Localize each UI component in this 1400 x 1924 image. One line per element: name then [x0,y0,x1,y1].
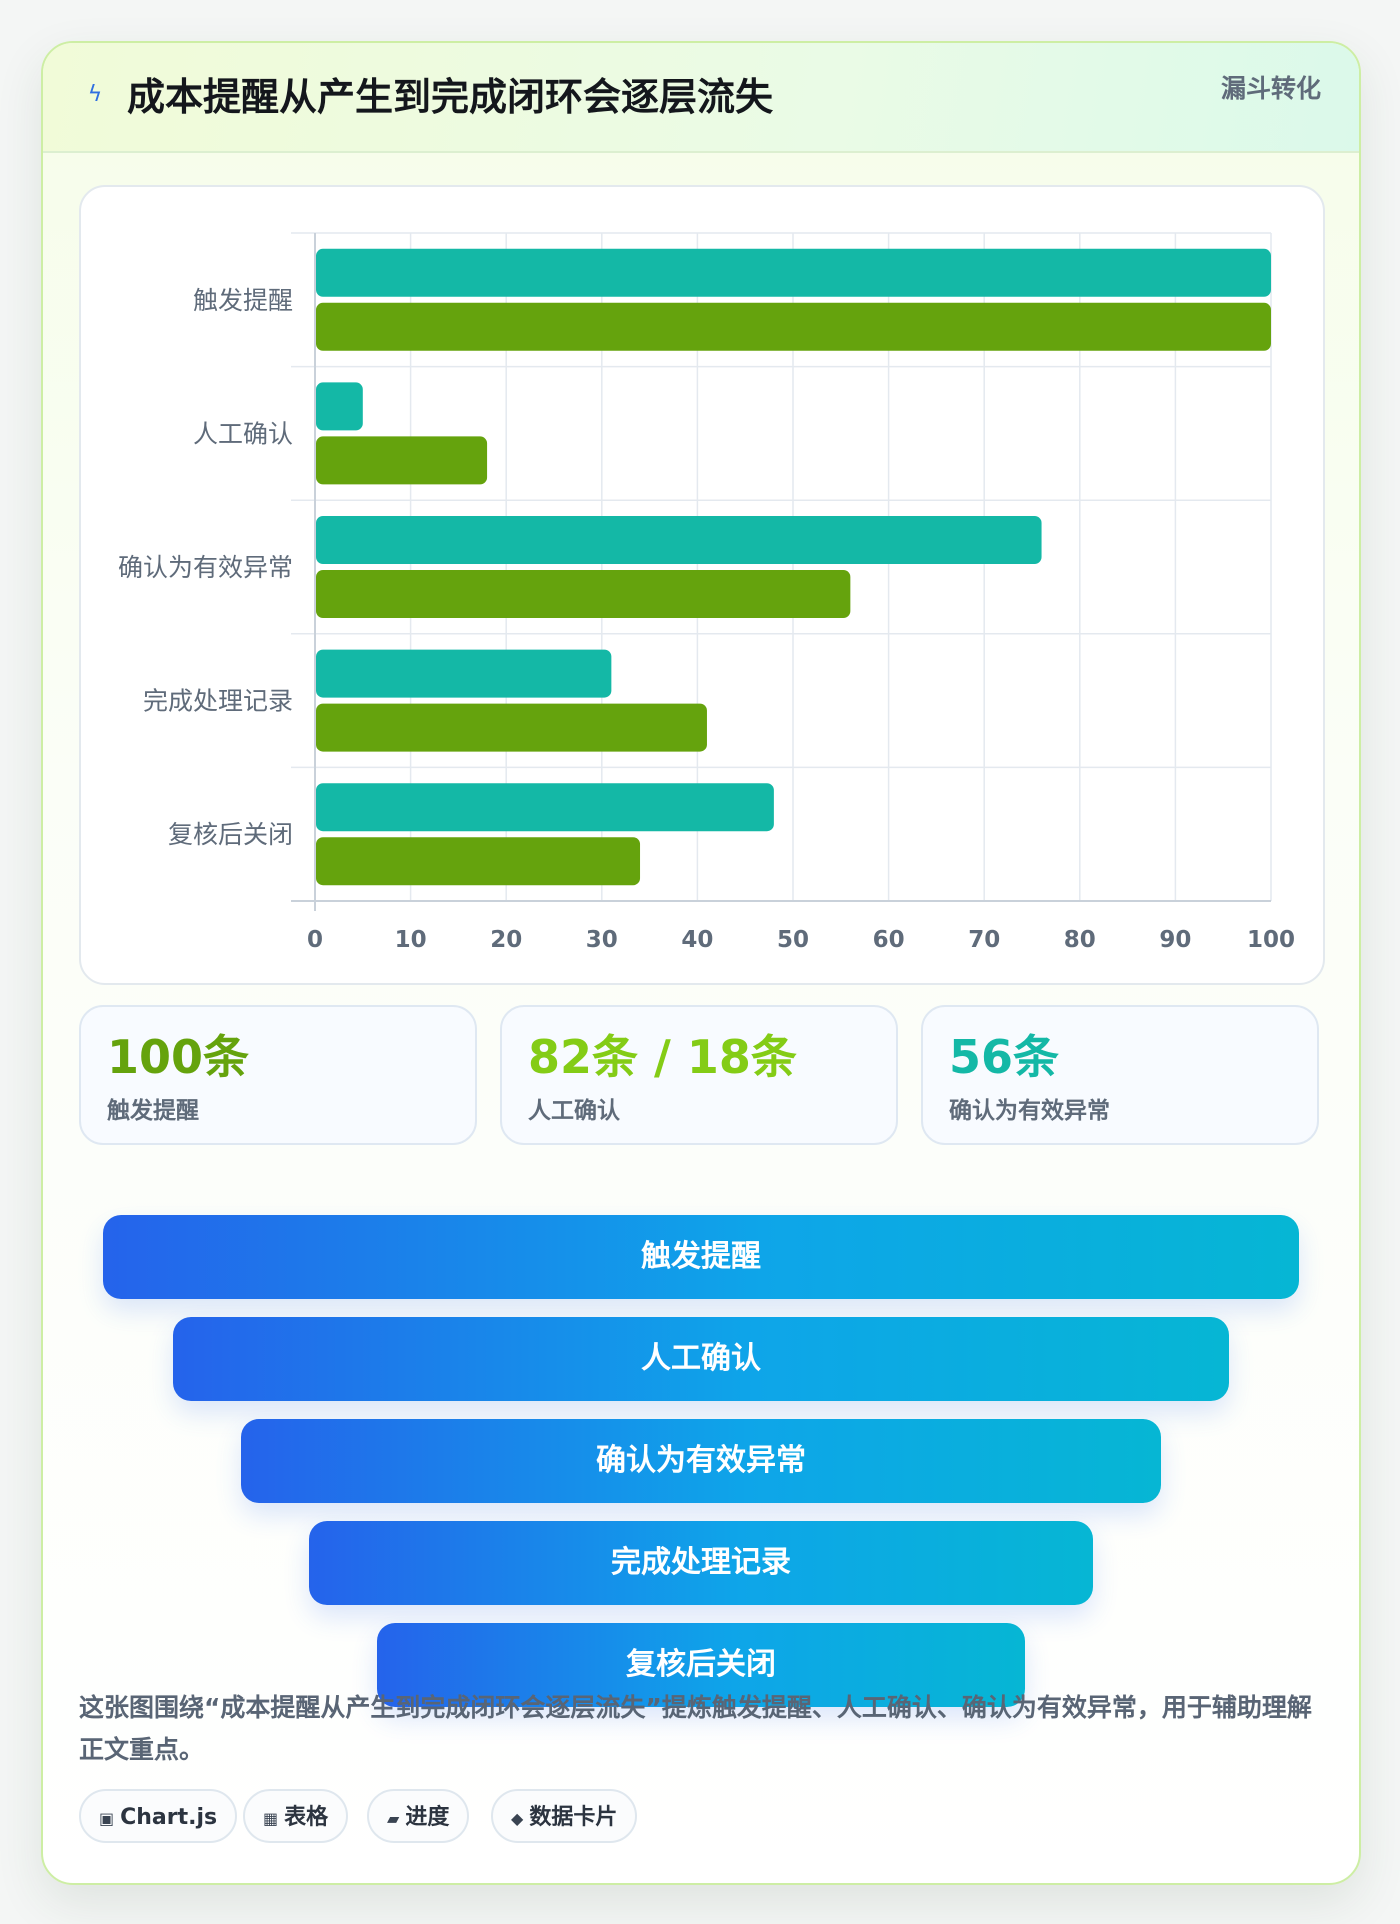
table-icon: ▦ [263,1809,279,1828]
bar [316,248,1271,297]
bar [316,570,851,618]
bar [316,302,1271,351]
x-tick-label: 70 [968,927,1000,953]
bar [316,382,363,431]
stat-cards: 100条 触发提醒 82条 / 18条 人工确认 56条 确认为有效异常 [79,1005,1325,1145]
pill-label: 表格 [284,1805,329,1830]
x-tick-label: 80 [1064,927,1096,953]
card-header: ϟ 成本提醒从产生到完成闭环会逐层流失 漏斗转化 [43,43,1359,153]
chart-icon: ▣ [99,1809,115,1828]
progress-icon: ▰ [387,1809,400,1828]
funnel: 触发提醒 人工确认 确认为有效异常 完成处理记录 复核后关闭 [43,1173,1359,1707]
summary-text: 这张图围绕“成本提醒从产生到完成闭环会逐层流失”提炼触发提醒、人工确认、确认为有… [79,1693,1312,1764]
page-title: 成本提醒从产生到完成闭环会逐层流失 [127,75,774,119]
x-tick-label: 90 [1159,927,1191,953]
stat-value: 56条 [949,1030,1060,1084]
pill-data-card[interactable]: ◆ 数据卡片 [491,1789,638,1843]
funnel-stage-processed: 完成处理记录 [309,1521,1093,1605]
stat-card-valid: 56条 确认为有效异常 [921,1005,1319,1145]
bar [316,783,774,832]
bar [316,516,1042,564]
funnel-stage-manual-confirm: 人工确认 [173,1317,1229,1401]
bar [316,436,488,485]
pill-label: 进度 [405,1805,450,1830]
chart-card: ϟ 成本提醒从产生到完成闭环会逐层流失 漏斗转化 触发提醒 人工确认 确认为有效异常… [41,41,1361,1885]
pill-label: 数据卡片 [529,1805,618,1830]
category-label: 完成处理记录 [143,687,293,716]
funnel-stage-valid-anomaly: 确认为有效异常 [241,1419,1161,1503]
chart-panel: 触发提醒人工确认确认为有效异常完成处理记录复核后关闭 0 10 20 30 40 50 60 7… [79,185,1325,985]
x-tick-label: 50 [777,927,809,953]
diamond-icon: ◆ [511,1809,524,1828]
x-tick-label: 0 [307,927,323,953]
category-label: 复核后关闭 [168,820,293,849]
header-tag: 漏斗转化 [1220,74,1321,103]
stat-card-confirmed: 82条 / 18条 人工确认 [500,1005,898,1145]
stat-label: 触发提醒 [107,1098,199,1124]
pill-progress[interactable]: ▰ 进度 [367,1789,470,1843]
pill-table[interactable]: ▦ 表格 [243,1789,349,1843]
stat-value: 82条 / 18条 [528,1030,797,1084]
x-tick-label: 20 [490,927,522,953]
x-tick-label: 60 [873,927,905,953]
funnel-stage-triggered: 触发提醒 [103,1215,1299,1299]
category-label: 人工确认 [193,419,293,448]
stat-value: 100条 [107,1030,250,1084]
stat-label: 人工确认 [528,1098,620,1124]
lightning-icon: ϟ [87,82,103,107]
x-tick-label: 10 [395,927,427,953]
bar [316,837,641,886]
x-tick-label: 100 [1247,927,1295,953]
category-label: 触发提醒 [193,286,293,315]
category-label: 确认为有效异常 [118,553,293,582]
x-tick-label: 30 [586,927,618,953]
pill-label: Chart.js [120,1805,218,1830]
x-tick-label: 40 [681,927,713,953]
bar [316,703,707,752]
bar [316,649,612,698]
pill-chartjs[interactable]: ▣ Chart.js [79,1789,238,1843]
stat-label: 确认为有效异常 [949,1098,1110,1124]
stat-card-triggered: 100条 触发提醒 [79,1005,477,1145]
funnel-stage-closed: 复核后关闭 [377,1623,1025,1707]
